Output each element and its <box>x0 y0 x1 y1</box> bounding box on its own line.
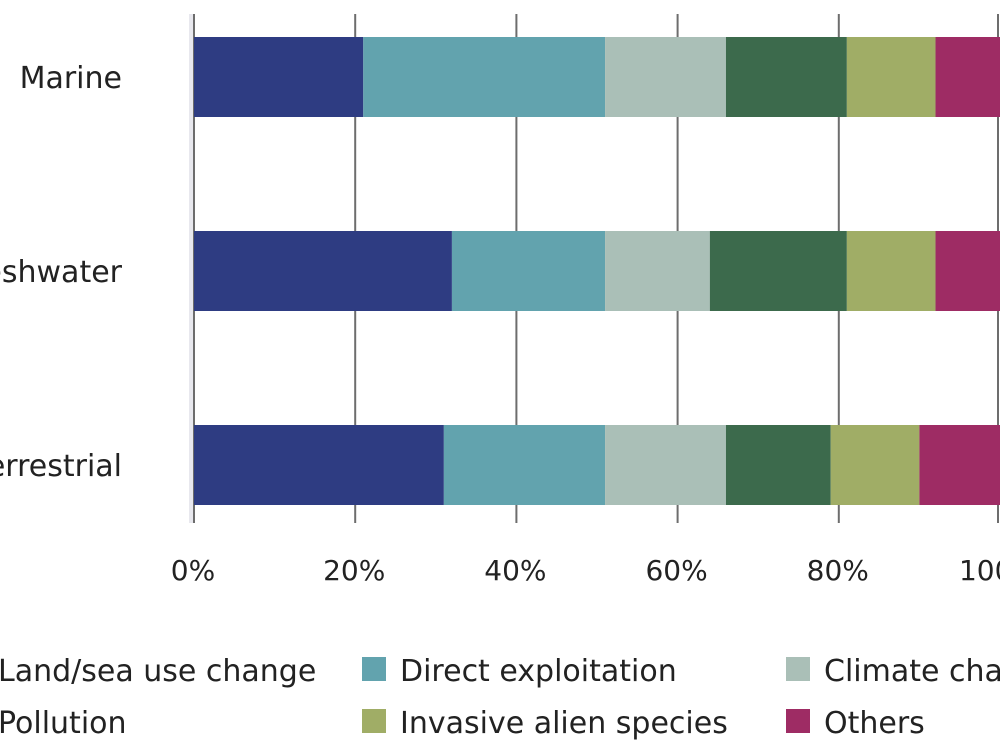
bar-segment <box>846 37 936 117</box>
x-tick-label: 0% <box>171 554 215 587</box>
x-axis-ticks: 0% 20% 40% 60% 80% 100% <box>171 554 1000 587</box>
x-tick-label: 100% <box>959 554 1000 587</box>
legend-label: Direct exploitation <box>400 654 677 689</box>
bar-segment <box>605 425 726 505</box>
bar-segment <box>830 425 920 505</box>
legend-swatch <box>362 709 386 733</box>
bar-segment <box>451 231 606 311</box>
x-tick-label: 40% <box>484 554 546 587</box>
x-tick-label: 20% <box>323 554 385 587</box>
legend-swatch <box>362 657 386 681</box>
bar-segment <box>935 231 1000 311</box>
legend-swatch <box>786 657 810 681</box>
legend: Land/sea use change Pollution Direct explo… <box>0 654 1000 741</box>
x-tick-label: 60% <box>645 554 707 587</box>
category-label: Freshwater <box>0 255 123 290</box>
bar-segment <box>846 231 936 311</box>
bar-segment <box>363 37 606 117</box>
category-label: Marine <box>20 61 122 96</box>
x-tick-label: 80% <box>807 554 869 587</box>
category-label: Terrestrial <box>0 449 122 484</box>
legend-label: Pollution <box>0 706 127 741</box>
bar-segment <box>194 231 452 311</box>
legend-swatch <box>786 709 810 733</box>
bar-segment <box>605 231 710 311</box>
legend-label: Others <box>824 706 925 741</box>
axis-shadow <box>189 14 193 523</box>
bar-segment <box>725 37 847 117</box>
bar-segment <box>194 37 364 117</box>
bar-segment <box>725 425 831 505</box>
category-labels: Marine Freshwater Terrestrial <box>0 61 123 484</box>
bars <box>194 37 1000 505</box>
legend-label: Land/sea use change <box>0 654 316 689</box>
bar-segment <box>194 425 444 505</box>
legend-label: Invasive alien species <box>400 706 728 741</box>
legend-label: Climate change <box>824 654 1000 689</box>
bar-segment <box>935 37 1000 117</box>
bar-segment <box>605 37 726 117</box>
bar-segment <box>919 425 1000 505</box>
bar-segment <box>443 425 606 505</box>
bar-segment <box>709 231 847 311</box>
